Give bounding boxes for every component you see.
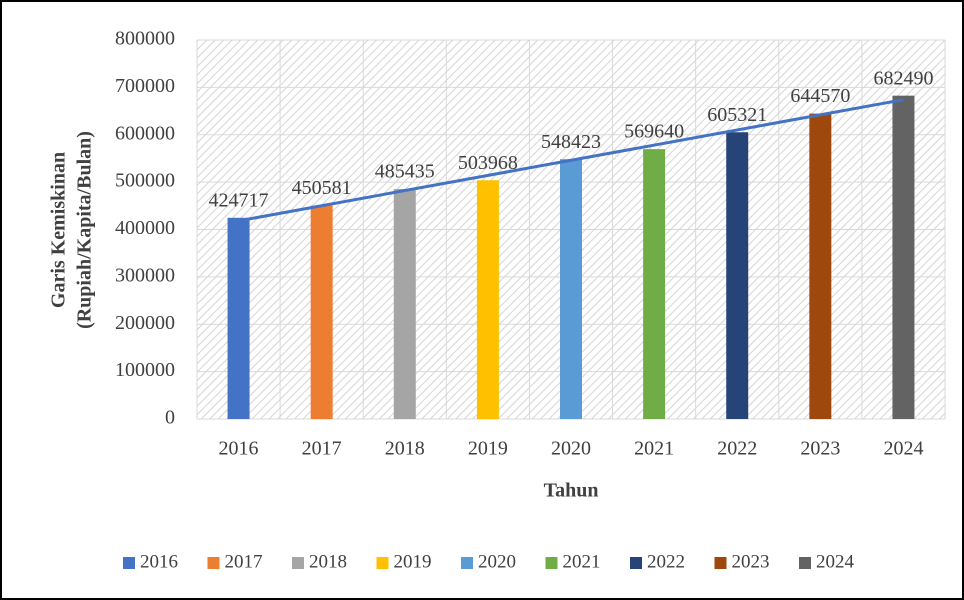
y-tick-label: 800000 [115,28,175,50]
data-label: 644570 [790,85,850,107]
bar [809,113,832,420]
y-axis-title: Garis Kemiskinan [48,152,70,308]
data-label: 503968 [458,152,518,174]
x-tick-label: 2017 [302,438,342,460]
y-tick-label: 300000 [115,264,175,286]
data-label: 450581 [292,177,352,199]
legend-swatch [292,557,304,569]
legend-swatch [714,557,727,569]
legend-label: 2017 [225,551,263,572]
legend-label: 2019 [394,551,432,572]
legend-label: 2022 [647,551,685,572]
y-tick-label: 700000 [115,75,175,97]
bar [476,180,499,419]
legend-swatch [799,557,811,569]
x-tick-label: 2016 [219,438,259,460]
y-tick-label: 0 [165,407,175,429]
legend-label: 2023 [732,551,770,572]
bar [892,95,915,420]
legend-swatch [376,557,389,569]
data-label: 569640 [624,121,684,143]
x-tick-label: 2020 [551,438,591,460]
x-tick-label: 2023 [800,438,840,460]
y-tick-label: 500000 [115,170,175,192]
data-label: 605321 [707,104,767,126]
legend-swatch [207,557,220,569]
bar [227,217,250,419]
y-axis-title: (Rupiah/Kapita/Bulan) [74,131,96,329]
data-label: 424717 [209,189,269,211]
legend-label: 2024 [816,551,855,572]
data-label: 485435 [375,161,435,183]
x-tick-label: 2022 [717,438,757,460]
data-label: 682490 [873,67,933,89]
legend-swatch [123,557,135,569]
x-tick-label: 2019 [468,438,508,460]
legend-swatch [545,557,558,569]
y-tick-label: 200000 [115,312,175,334]
y-tick-label: 400000 [115,217,175,239]
legend-swatch [630,557,642,569]
legend-swatch [461,557,473,569]
data-label: 548423 [541,131,601,153]
x-tick-label: 2024 [883,438,923,460]
y-tick-label: 600000 [115,122,175,144]
bar [393,189,416,419]
legend-label: 2020 [478,551,516,572]
legend-label: 2016 [140,551,178,572]
x-tick-label: 2021 [634,438,674,460]
bar [643,149,666,419]
trend-line [238,98,904,223]
y-tick-label: 100000 [115,359,175,381]
bar [560,159,582,419]
legend-label: 2018 [309,551,347,572]
bar [310,205,333,419]
bar [726,132,749,419]
x-tick-label: 2018 [385,438,425,460]
legend-label: 2021 [563,551,601,572]
x-axis-title: Tahun [544,480,599,502]
